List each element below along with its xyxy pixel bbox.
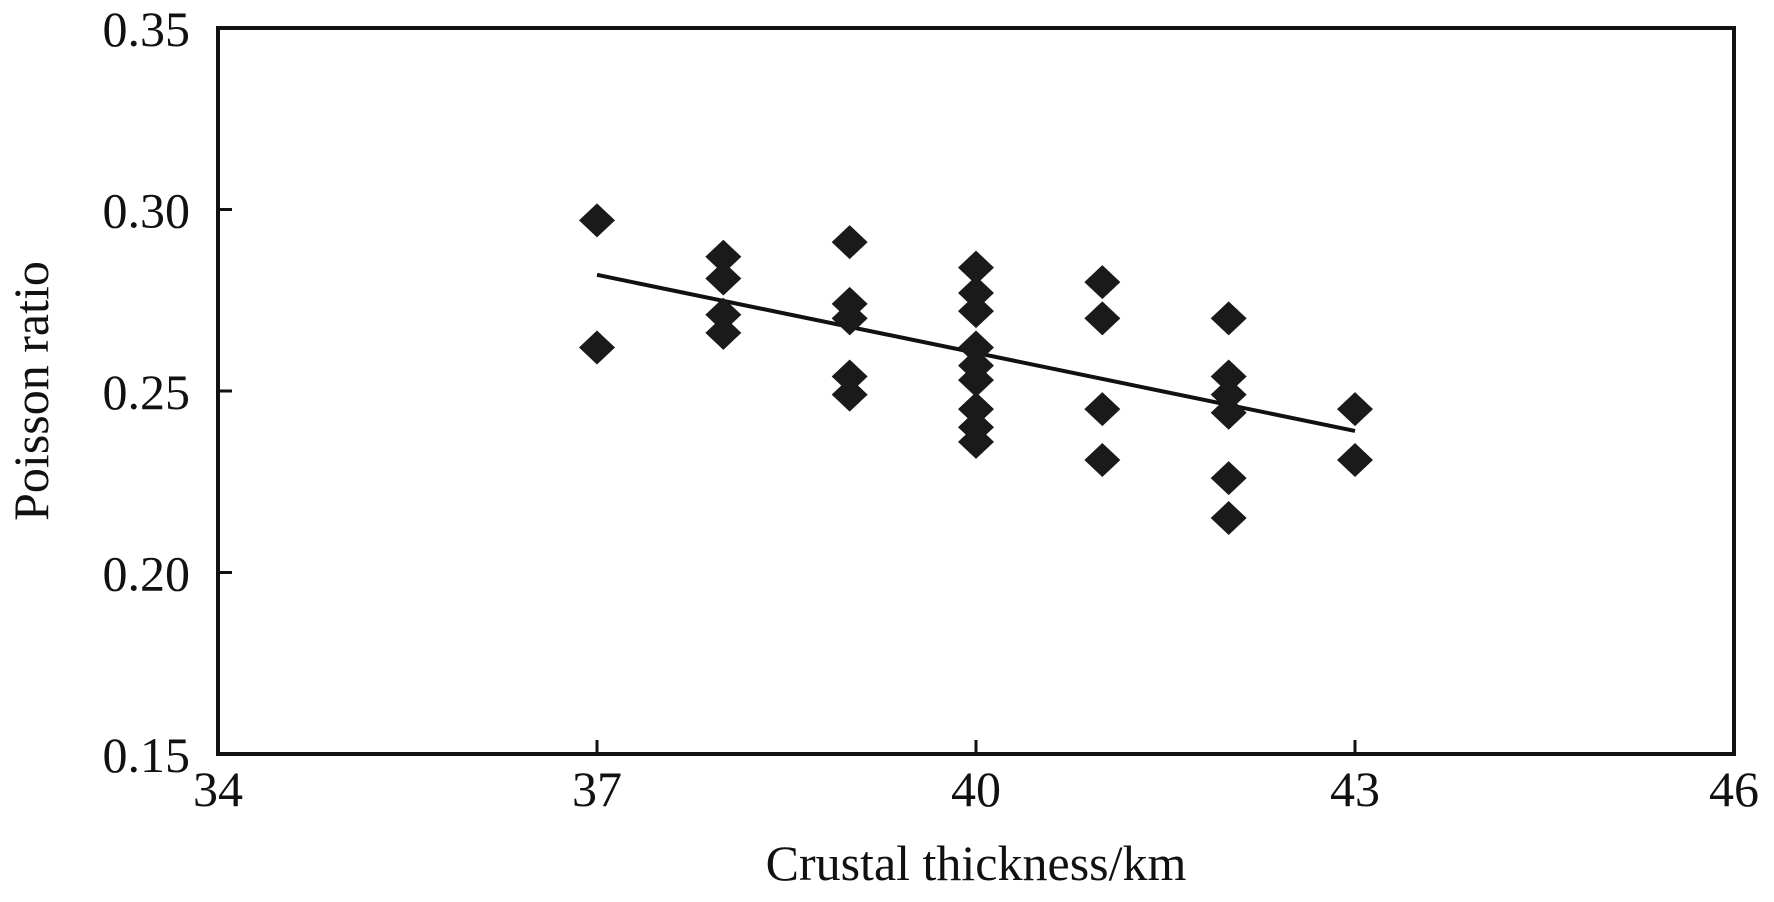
data-point: [831, 377, 868, 412]
y-axis-label: Poisson ratio: [3, 261, 59, 521]
data-point: [1084, 301, 1121, 336]
x-tick-label: 34: [193, 761, 243, 817]
data-point: [958, 424, 994, 459]
tick-labels: 34 37 40 43 46 0.15 0.20 0.25 0.30 0.35: [103, 1, 1760, 817]
data-point: [1210, 395, 1247, 430]
data-point: [579, 203, 615, 238]
data-point: [705, 261, 742, 296]
y-tick-label: 0.15: [103, 727, 191, 783]
data-point: [958, 294, 994, 329]
data-point: [1084, 442, 1121, 477]
y-tick-label: 0.30: [103, 183, 191, 239]
data-point: [1084, 392, 1121, 427]
data-point: [958, 275, 994, 310]
data-point: [1084, 265, 1121, 300]
data-point: [1210, 461, 1247, 496]
data-point: [1337, 442, 1373, 477]
data-point: [958, 330, 994, 365]
data-point: [958, 392, 994, 427]
data-point: [1337, 392, 1373, 427]
data-point: [705, 297, 742, 332]
data-point: [1210, 377, 1247, 412]
data-point: [831, 301, 868, 336]
x-axis-label: Crustal thickness/km: [766, 835, 1187, 891]
data-point: [1210, 359, 1247, 394]
data-point: [579, 330, 615, 365]
data-point: [705, 315, 742, 350]
data-point: [1210, 501, 1247, 536]
data-points: [579, 203, 1373, 536]
x-tick-label: 40: [951, 761, 1001, 817]
x-tick-label: 46: [1709, 761, 1759, 817]
x-tick-label: 37: [572, 761, 622, 817]
x-tick-label: 43: [1330, 761, 1380, 817]
y-tick-label: 0.20: [103, 546, 191, 602]
y-tick-label: 0.35: [103, 1, 191, 57]
data-point: [1210, 301, 1247, 336]
data-point: [705, 239, 742, 274]
axis-ticks: [218, 208, 1357, 754]
data-point: [958, 363, 994, 398]
data-point: [831, 359, 868, 394]
data-point: [831, 225, 868, 260]
y-tick-label: 0.25: [103, 364, 191, 420]
data-point: [958, 250, 994, 285]
